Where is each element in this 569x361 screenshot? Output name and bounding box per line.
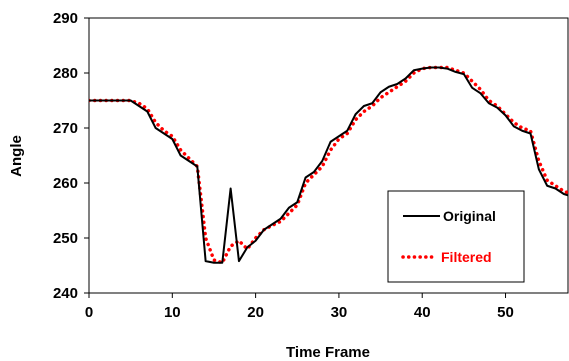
y-tick-label: 250	[53, 230, 78, 247]
y-tick-label: 260	[53, 175, 78, 192]
y-axis-label: Angle	[8, 135, 25, 177]
y-tick-label: 290	[53, 10, 78, 27]
legend-label-original: Original	[443, 208, 496, 224]
x-tick-label: 10	[164, 304, 181, 321]
x-tick-label: 40	[414, 304, 431, 321]
x-tick-label: 20	[247, 304, 264, 321]
x-tick-label: 50	[497, 304, 514, 321]
y-tick-label: 280	[53, 65, 78, 82]
series-line-original	[89, 66, 568, 264]
x-axis-label: Time Frame	[286, 344, 370, 361]
legend-box	[387, 190, 525, 283]
series-line-filtered	[89, 65, 568, 265]
y-tick-label: 270	[53, 120, 78, 137]
y-axis-ticks: 240 250 260 270 280 290	[53, 10, 89, 302]
x-tick-label: 0	[85, 304, 93, 321]
x-axis-ticks: 0 10 20 30 40 50	[85, 293, 514, 321]
y-tick-label: 240	[53, 285, 78, 302]
x-tick-label: 30	[331, 304, 348, 321]
legend: Original Filtered	[387, 190, 525, 283]
series-group	[89, 65, 568, 265]
legend-label-filtered: Filtered	[441, 249, 492, 265]
